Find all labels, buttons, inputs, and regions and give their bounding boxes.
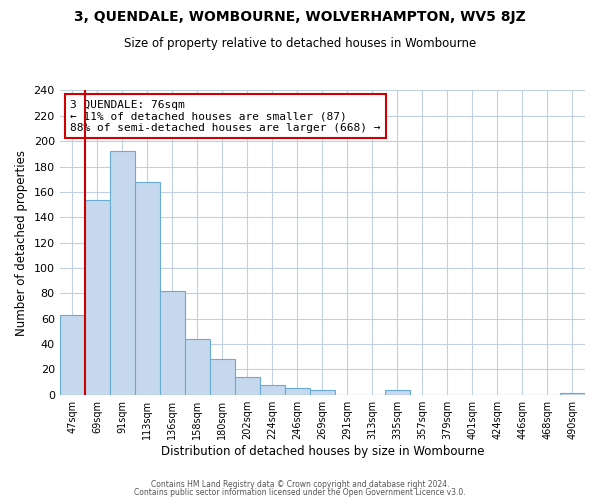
- Bar: [59, 315, 85, 394]
- Bar: [385, 390, 410, 394]
- Text: Size of property relative to detached houses in Wombourne: Size of property relative to detached ho…: [124, 38, 476, 51]
- Bar: [160, 291, 185, 395]
- Bar: [235, 377, 260, 394]
- Bar: [110, 152, 135, 394]
- Text: Contains public sector information licensed under the Open Government Licence v3: Contains public sector information licen…: [134, 488, 466, 497]
- Bar: [310, 390, 335, 394]
- Y-axis label: Number of detached properties: Number of detached properties: [15, 150, 28, 336]
- Bar: [185, 339, 210, 394]
- Text: 3, QUENDALE, WOMBOURNE, WOLVERHAMPTON, WV5 8JZ: 3, QUENDALE, WOMBOURNE, WOLVERHAMPTON, W…: [74, 10, 526, 24]
- Bar: [260, 384, 285, 394]
- Text: Contains HM Land Registry data © Crown copyright and database right 2024.: Contains HM Land Registry data © Crown c…: [151, 480, 449, 489]
- Bar: [85, 200, 110, 394]
- X-axis label: Distribution of detached houses by size in Wombourne: Distribution of detached houses by size …: [161, 444, 484, 458]
- Bar: [285, 388, 310, 394]
- Text: 3 QUENDALE: 76sqm
← 11% of detached houses are smaller (87)
88% of semi-detached: 3 QUENDALE: 76sqm ← 11% of detached hous…: [70, 100, 380, 133]
- Bar: [210, 359, 235, 394]
- Bar: [135, 182, 160, 394]
